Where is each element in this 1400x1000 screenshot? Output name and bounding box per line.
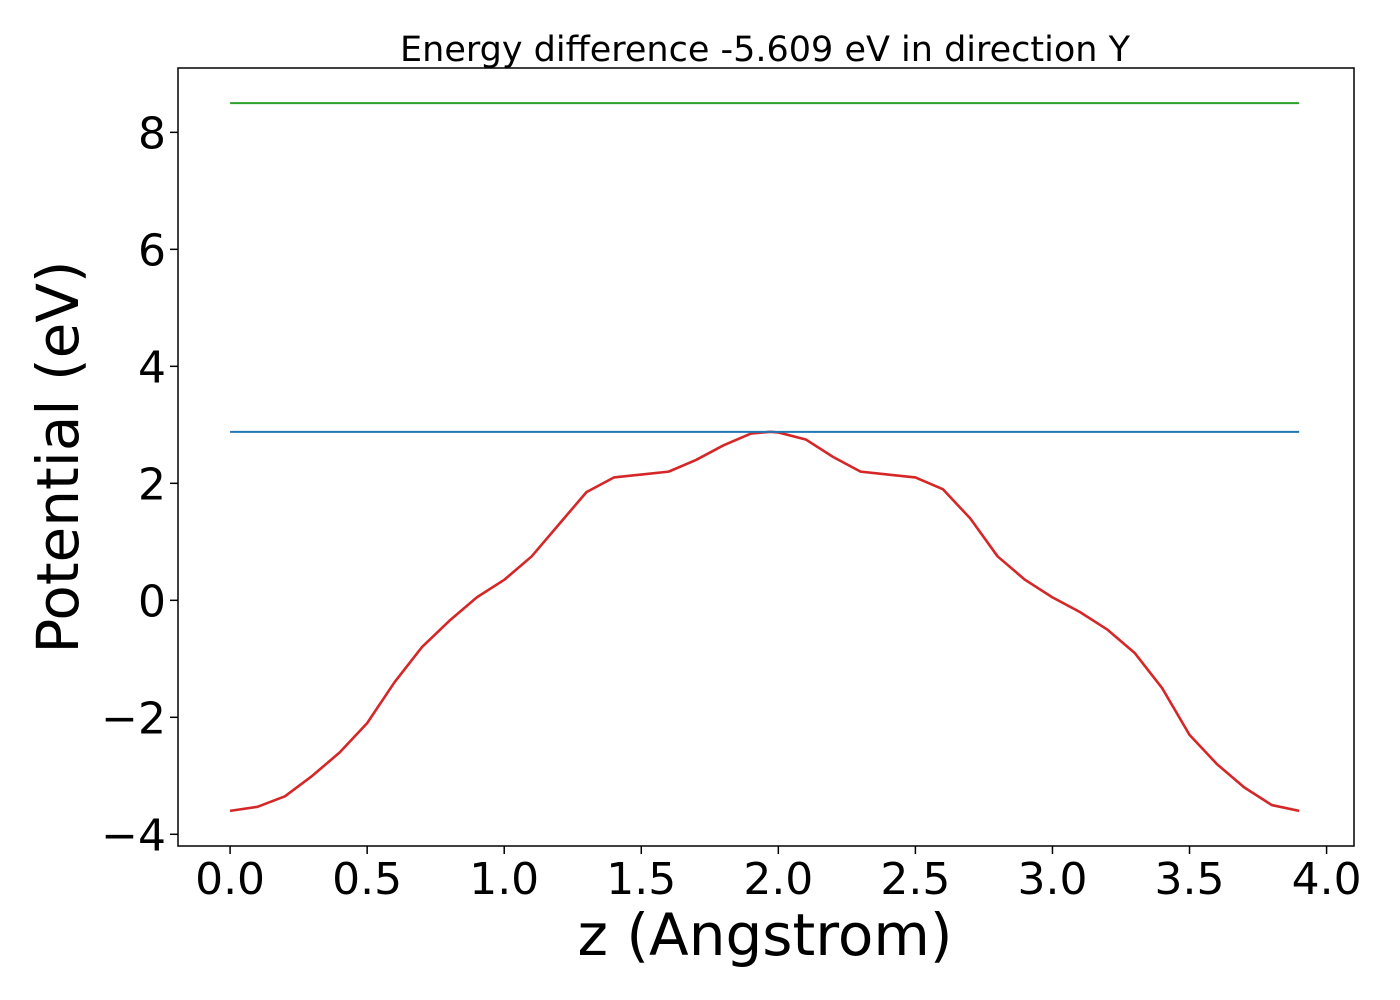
y-tick-label: 0	[138, 576, 166, 627]
y-tick-label: −2	[101, 693, 166, 744]
x-axis: 0.0 0.5 1.0 1.5 2.0 2.5 3.0 3.5 4.0	[195, 846, 1362, 905]
y-tick-label: 4	[138, 342, 166, 393]
x-axis-label: z (Angstrom)	[578, 901, 953, 969]
series-group	[229, 102, 1300, 813]
x-tick-label: 4.0	[1292, 854, 1362, 905]
x-tick-label: 1.0	[469, 854, 539, 905]
y-axis-label: Potential (eV)	[24, 260, 92, 653]
x-tick-label: 3.0	[1017, 854, 1087, 905]
y-axis: −4 −2 0 2 4 6 8	[101, 108, 178, 861]
x-tick-label: 0.0	[195, 854, 265, 905]
y-tick-label: −4	[101, 810, 166, 861]
x-tick-label: 0.5	[332, 854, 402, 905]
x-tick-label: 3.5	[1155, 854, 1225, 905]
chart-title: Energy difference -5.609 eV in direction…	[400, 30, 1131, 70]
x-tick-label: 1.5	[606, 854, 676, 905]
y-tick-label: 2	[138, 459, 166, 510]
x-tick-label: 2.0	[743, 854, 813, 905]
plot-frame	[177, 67, 1355, 847]
x-tick-label: 2.5	[880, 854, 950, 905]
y-tick-label: 8	[138, 108, 166, 159]
y-tick-label: 6	[138, 225, 166, 276]
